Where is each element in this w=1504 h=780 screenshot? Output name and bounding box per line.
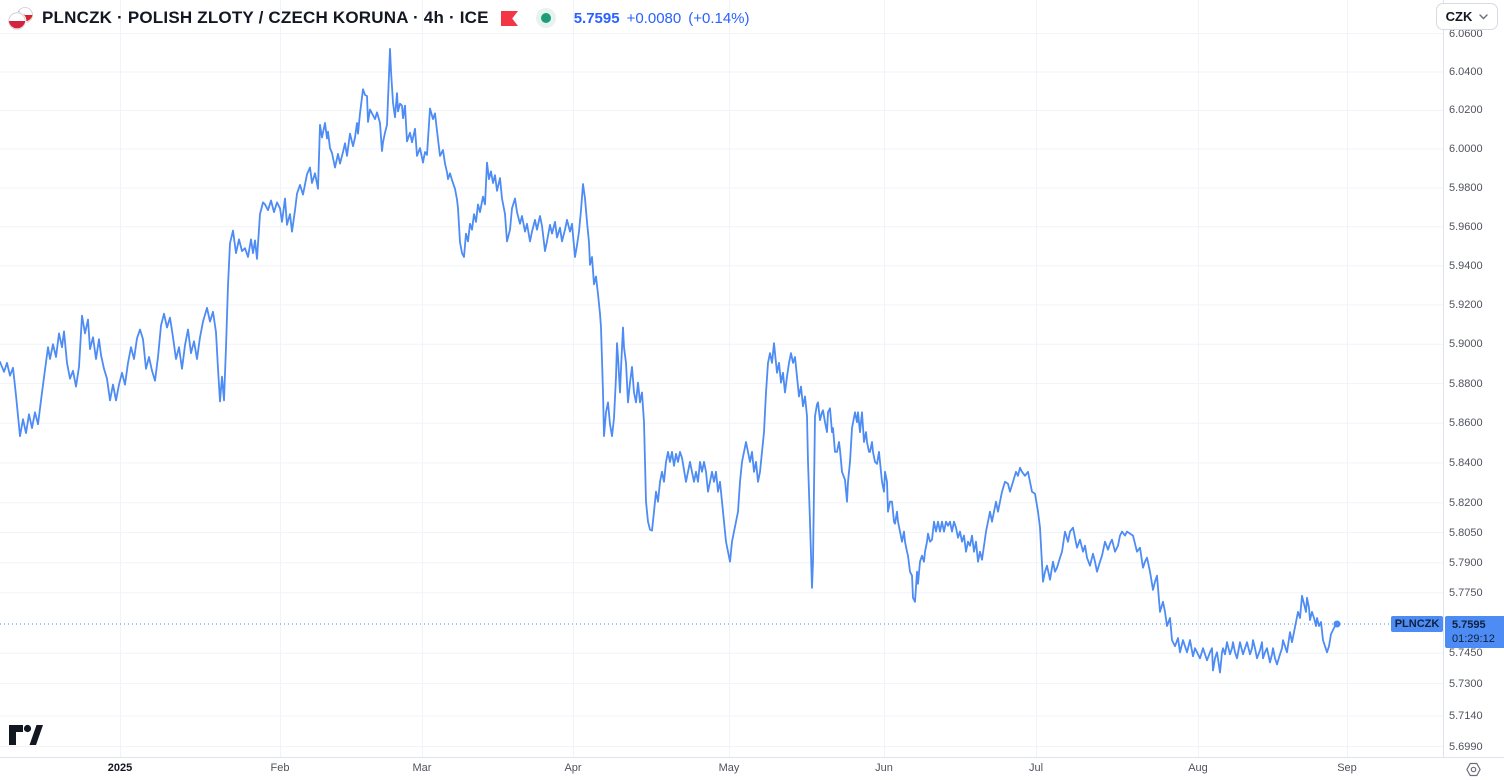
price-tick-label: 5.7750 (1449, 587, 1483, 599)
price-tick-label: 5.9000 (1449, 338, 1483, 350)
price-change-percent: (+0.14%) (688, 9, 750, 27)
chevron-down-icon (1479, 13, 1489, 19)
price-line-series (0, 48, 1338, 674)
price-tick-label: 5.7450 (1449, 647, 1483, 659)
current-price-value: 5.7595 (1452, 619, 1486, 631)
tradingview-logo[interactable] (8, 722, 44, 752)
price-tick-label: 5.9800 (1449, 182, 1483, 194)
time-axis-label: Feb (270, 762, 290, 774)
time-axis-label: Jul (1028, 762, 1044, 774)
time-axis-label: Apr (564, 762, 582, 774)
price-tick-label: 6.0000 (1449, 143, 1483, 155)
price-tick-label: 5.8600 (1449, 417, 1483, 429)
price-tick-label: 5.7900 (1449, 557, 1483, 569)
time-axis-label: May (718, 762, 740, 774)
poland-czech-flag-icon (7, 6, 34, 31)
last-price: 5.7595 (573, 9, 620, 27)
time-axis-label: 2025 (107, 762, 133, 774)
market-status-open-icon[interactable] (535, 8, 556, 28)
price-tick-label: 5.8400 (1449, 457, 1483, 469)
currency-label: CZK (1445, 9, 1473, 24)
current-price-label: 5.7595 01:29:12 (1445, 616, 1504, 648)
price-tick-label: 6.0400 (1449, 66, 1483, 78)
time-axis-label: Sep (1337, 762, 1357, 774)
price-tick-label: 5.9400 (1449, 260, 1483, 272)
price-tick-label: 5.8050 (1449, 527, 1483, 539)
axis-settings-gear-icon[interactable] (1465, 761, 1482, 778)
price-tick-label: 6.0200 (1449, 104, 1483, 116)
time-axis-label: Mar (412, 762, 432, 774)
time-axis-label: Aug (1188, 762, 1208, 774)
chart-header: PLNCZK · POLISH ZLOTY / CZECH KORUNA · 4… (7, 6, 750, 31)
current-price-symbol-label: PLNCZK (1391, 616, 1443, 632)
chart-canvas[interactable] (0, 0, 1443, 757)
price-change: +0.0080 (626, 9, 682, 27)
time-axis[interactable]: 2025 Feb Mar Apr May Jun Jul Aug Sep (0, 758, 1504, 780)
quote-readout: 5.7595 +0.0080 (+0.14%) (574, 10, 750, 27)
bar-countdown: 01:29:12 (1452, 633, 1495, 645)
currency-dropdown-button[interactable]: CZK (1436, 3, 1498, 30)
symbol-title[interactable]: PLNCZK · POLISH ZLOTY / CZECH KORUNA · 4… (42, 8, 489, 27)
price-tick-label: 5.9200 (1449, 299, 1483, 311)
price-tick-label: 6.0600 (1449, 28, 1483, 40)
poland-flag-icon (7, 11, 27, 31)
time-axis-separator (0, 757, 1504, 758)
red-flag-marker-icon[interactable] (500, 10, 518, 26)
price-tick-label: 5.8200 (1449, 497, 1483, 509)
time-axis-label: Jun (875, 762, 893, 774)
price-tick-label: 5.9600 (1449, 221, 1483, 233)
price-tick-label: 5.8800 (1449, 378, 1483, 390)
price-tick-label: 5.6990 (1449, 741, 1483, 753)
price-tick-label: 5.7140 (1449, 710, 1483, 722)
price-axis-separator (1443, 0, 1444, 757)
price-tick-label: 5.7300 (1449, 678, 1483, 690)
last-price-dot (1333, 620, 1341, 628)
